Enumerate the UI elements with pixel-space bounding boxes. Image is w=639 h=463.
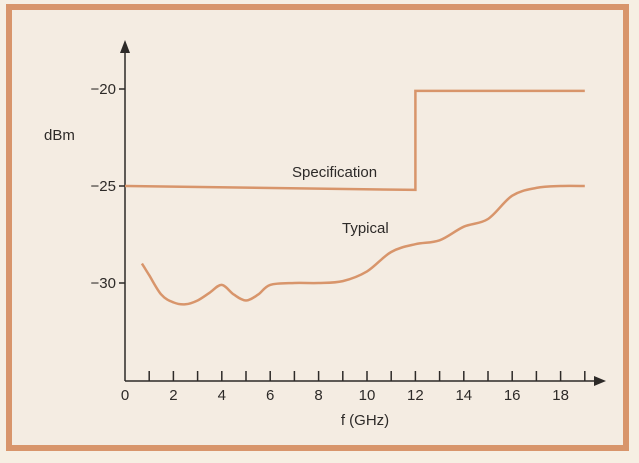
x-tick-label: 14 — [455, 387, 472, 404]
y-tick-label: −20 — [91, 81, 116, 98]
y-tick-label: −30 — [91, 275, 116, 292]
y-axis-arrow — [120, 40, 130, 53]
y-axis-title: dBm — [44, 127, 75, 144]
x-tick-label: 0 — [121, 387, 129, 404]
x-tick-label: 16 — [504, 387, 521, 404]
x-tick-label: 4 — [218, 387, 226, 404]
x-axis-arrow — [594, 376, 606, 386]
series-line-typical — [140, 184, 585, 306]
x-tick-label: 6 — [266, 387, 274, 404]
series-line-specification — [124, 89, 585, 192]
series-label-specification: Specification — [292, 164, 377, 181]
series-label-typical: Typical — [342, 220, 389, 237]
x-tick-label: 2 — [169, 387, 177, 404]
y-tick-label: −25 — [91, 178, 116, 195]
x-tick-label: 10 — [359, 387, 376, 404]
x-tick-label: 12 — [407, 387, 424, 404]
x-axis-title: f (GHz) — [341, 412, 389, 429]
x-tick-label: 18 — [552, 387, 569, 404]
chart-frame — [6, 4, 629, 451]
x-ticks: 0 2 4 6 8 10 12 14 16 18 — [121, 371, 586, 404]
y-ticks: −20 −25 −30 — [91, 81, 125, 292]
x-tick-label: 8 — [314, 387, 322, 404]
